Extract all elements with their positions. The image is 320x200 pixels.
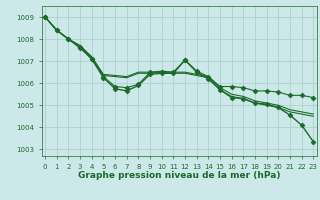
X-axis label: Graphe pression niveau de la mer (hPa): Graphe pression niveau de la mer (hPa) bbox=[78, 171, 280, 180]
